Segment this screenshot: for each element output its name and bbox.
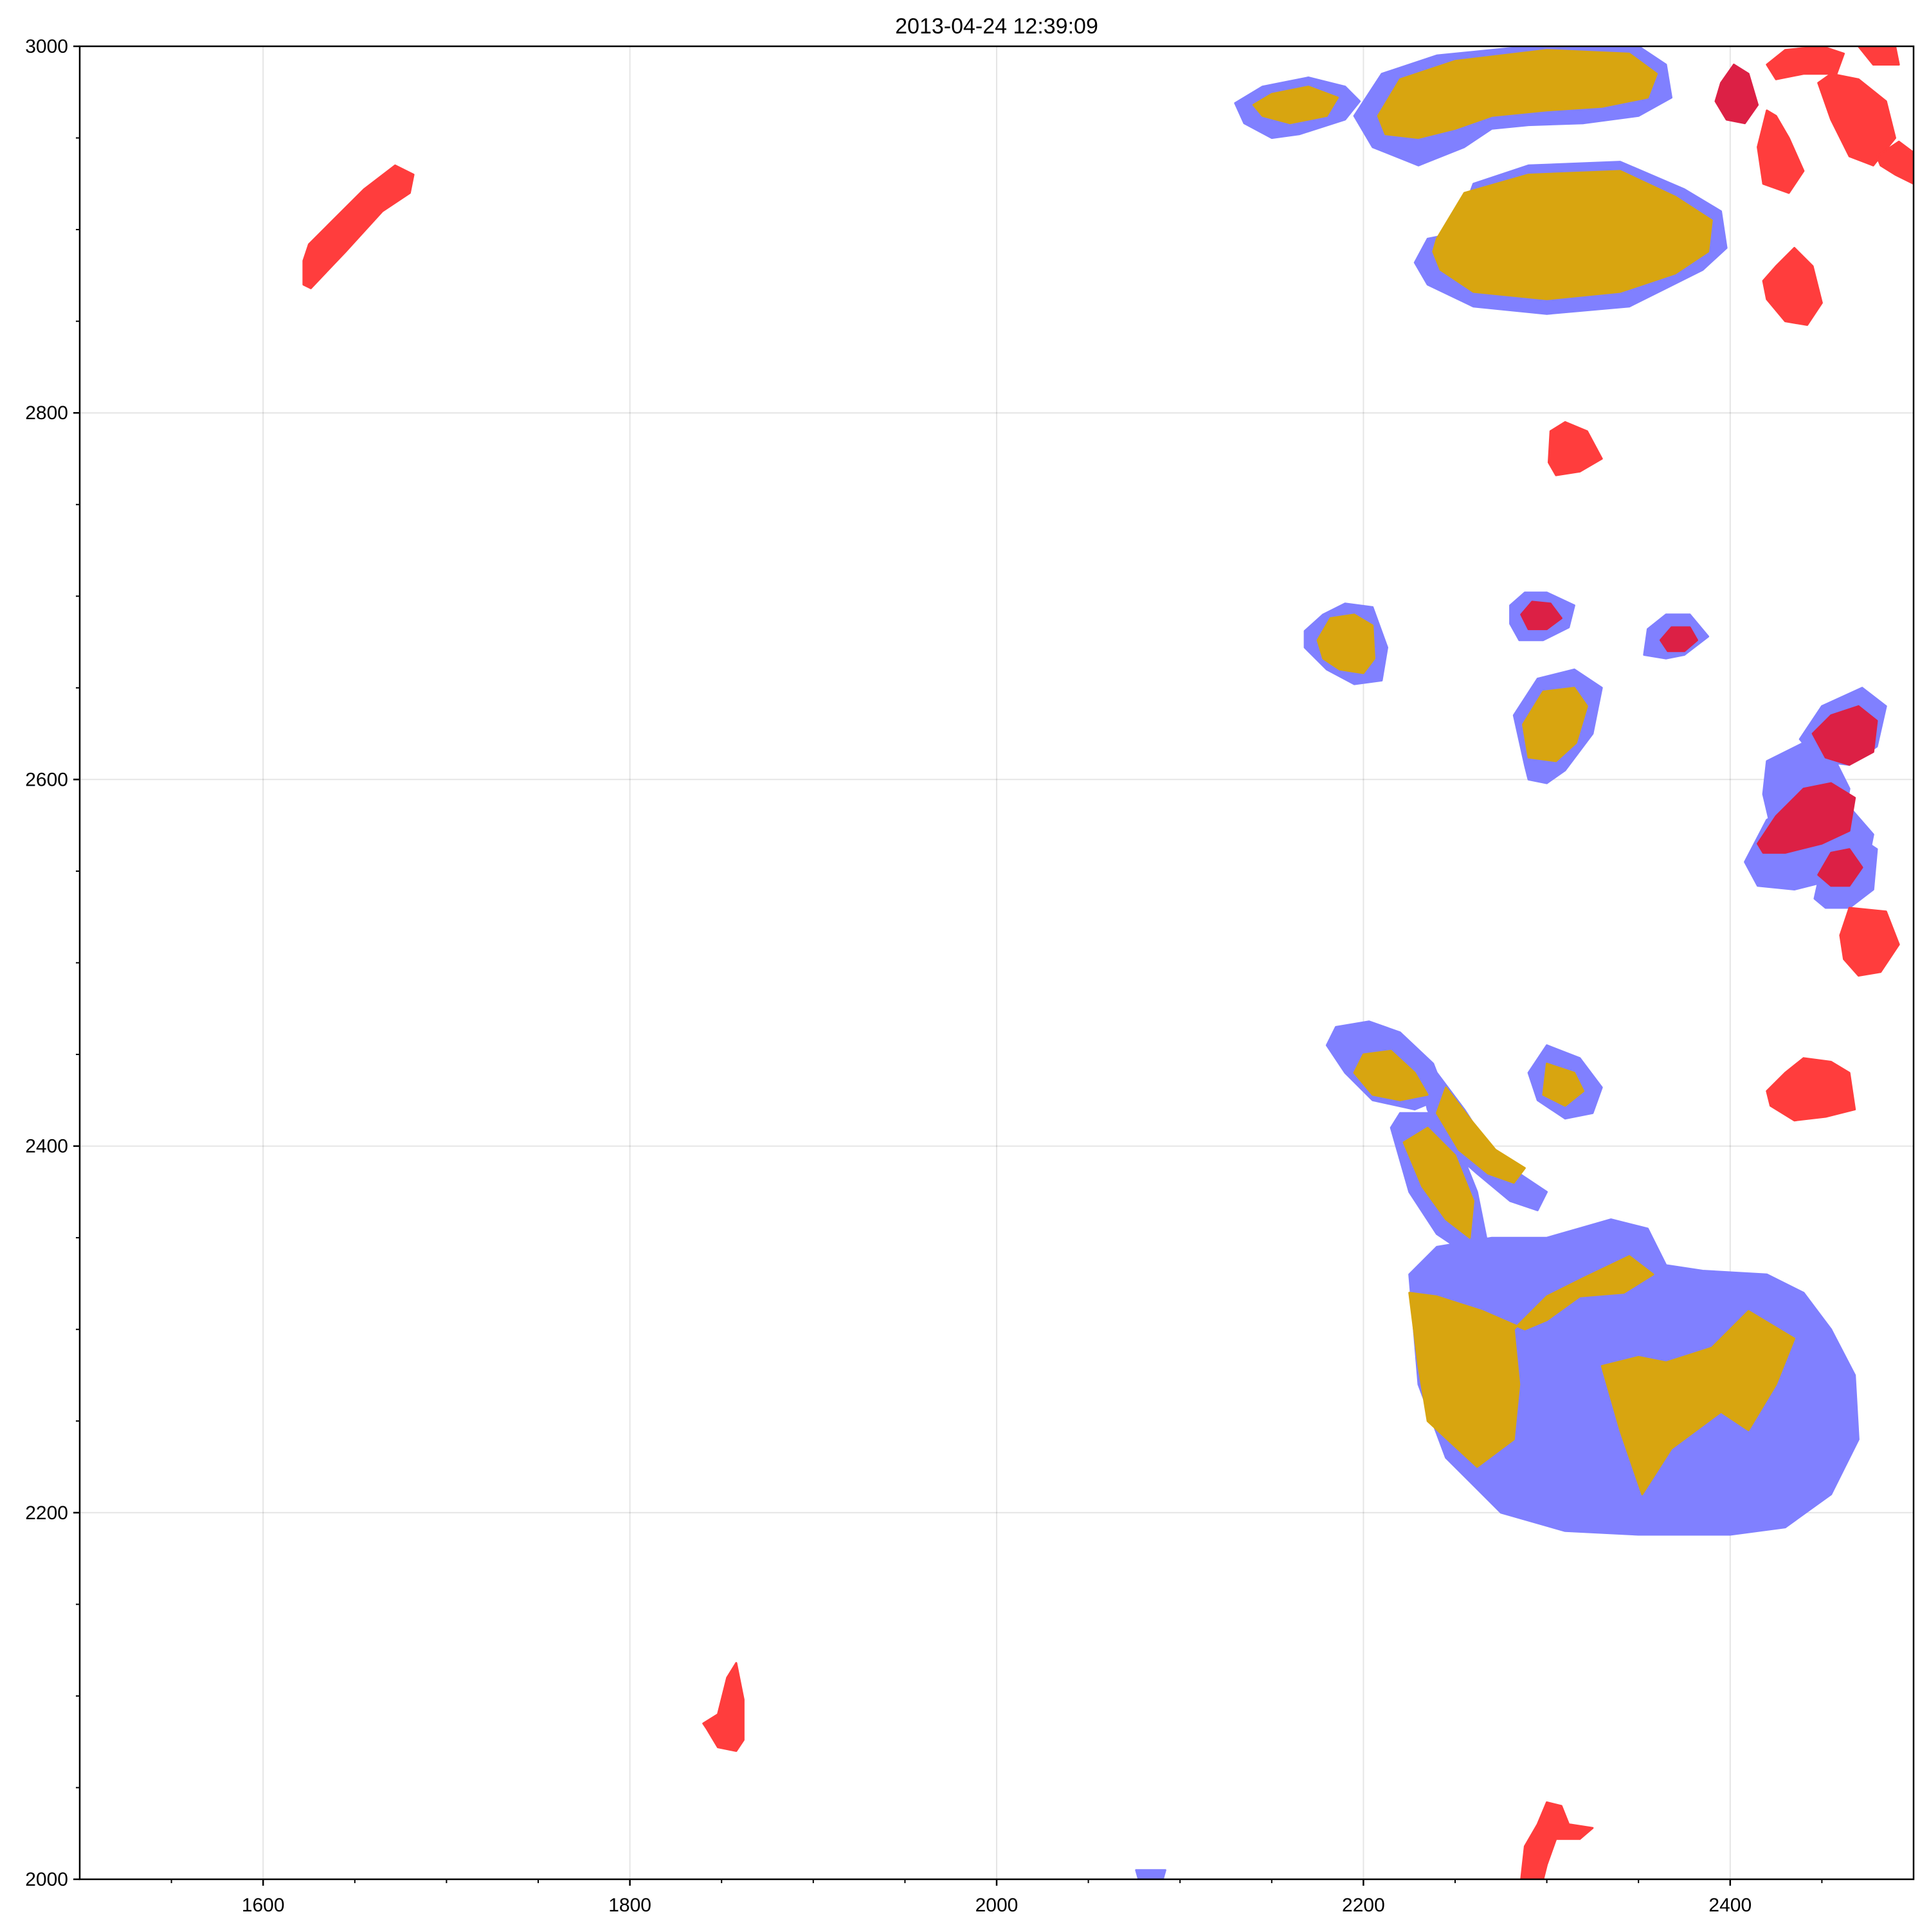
red-region <box>1548 421 1603 476</box>
overlap-region <box>1811 705 1878 766</box>
y-tick-label: 2800 <box>25 402 68 424</box>
y-tick-label: 2400 <box>25 1136 68 1157</box>
y-tick-label: 2200 <box>25 1503 68 1524</box>
overlap-region <box>1817 848 1863 887</box>
red-region <box>1766 46 1845 80</box>
red-region <box>1762 247 1823 326</box>
gold-region <box>1402 1126 1474 1239</box>
overlap-region <box>1520 600 1562 631</box>
red-region <box>1876 140 1914 185</box>
y-tick-label: 2000 <box>25 1869 68 1890</box>
gold-region <box>1252 86 1339 125</box>
red-region <box>1857 46 1900 66</box>
gold-region <box>1600 1310 1796 1495</box>
mask-layer <box>302 46 1914 1879</box>
overlap-region <box>1757 782 1856 854</box>
y-tick-label: 2600 <box>25 769 68 790</box>
gold-region <box>1542 1062 1585 1107</box>
gold-region <box>1432 170 1713 300</box>
overlap-region <box>1714 64 1759 125</box>
x-tick-label: 2200 <box>1342 1895 1385 1916</box>
x-tick-label: 2000 <box>975 1895 1019 1916</box>
gold-region <box>1436 1086 1526 1184</box>
red-region <box>1839 907 1900 977</box>
x-tick-label: 2400 <box>1708 1895 1752 1916</box>
axes: 1600 1800 2000 2200 2400 2000 2200 2400 2600 2800… <box>25 36 1823 1916</box>
gold-region <box>1316 613 1375 674</box>
red-region <box>1757 109 1805 194</box>
overlap-region <box>1659 626 1698 653</box>
gold-region <box>1353 1049 1429 1101</box>
red-region <box>1766 1057 1856 1122</box>
chart-title: 2013-04-24 12:39:09 <box>895 14 1098 39</box>
red-region <box>702 1662 745 1752</box>
red-region <box>302 164 415 289</box>
x-tick-label: 1800 <box>608 1895 651 1916</box>
x-tick-label: 1600 <box>242 1895 285 1916</box>
red-region <box>1817 73 1896 167</box>
gold-region <box>1408 1255 1654 1468</box>
gold-region <box>1377 49 1658 140</box>
y-tick-label: 3000 <box>25 36 68 57</box>
gold-region <box>1522 687 1588 763</box>
red-region <box>1520 1801 1594 1879</box>
